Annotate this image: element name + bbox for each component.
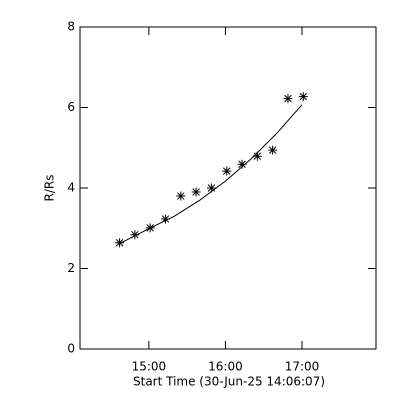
data-point [283, 94, 293, 104]
y-tick-label: 0 [67, 342, 75, 356]
data-point [298, 92, 308, 102]
data-point [237, 159, 247, 169]
data-point [268, 145, 278, 155]
data-point [191, 187, 201, 197]
fit-line [119, 104, 303, 244]
data-point [222, 166, 232, 176]
data-point [115, 238, 125, 248]
y-tick-label: 2 [67, 261, 75, 275]
x-tick-label: 15:00 [132, 360, 167, 374]
y-axis-label: R/Rs [43, 175, 57, 202]
plot-frame [79, 26, 377, 350]
data-point [252, 151, 262, 161]
x-tick-label: 16:00 [208, 360, 243, 374]
data-point [130, 230, 140, 240]
x-axis-label: Start Time (30-Jun-25 14:06:07) [133, 375, 325, 389]
data-point [176, 191, 186, 201]
y-tick-label: 8 [67, 20, 75, 34]
y-tick-label: 6 [67, 100, 75, 114]
data-point [206, 183, 216, 193]
x-tick-label: 17:00 [285, 360, 320, 374]
data-point [160, 214, 170, 224]
y-tick-label: 4 [67, 181, 75, 195]
